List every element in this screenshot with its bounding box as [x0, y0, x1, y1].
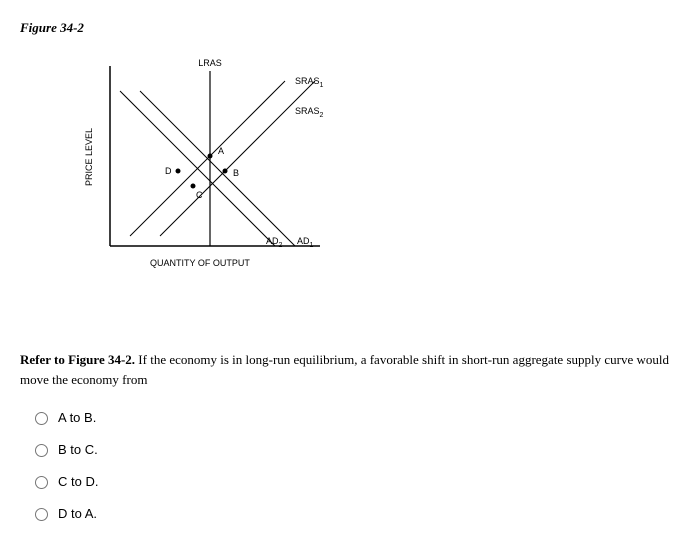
option-d-label: D to A.: [58, 506, 97, 521]
point-d-label: D: [165, 166, 172, 176]
point-b-label: B: [233, 168, 239, 178]
option-c[interactable]: C to D.: [30, 473, 674, 489]
point-d-dot: [176, 169, 181, 174]
ad2-label: AD2: [266, 236, 283, 249]
economics-chart: PRICE LEVEL LRAS SRAS1 SRAS2 AD1 AD2 A B…: [80, 56, 380, 286]
option-a-radio[interactable]: [35, 412, 48, 425]
question-prefix: Refer to Figure 34-2.: [20, 352, 135, 367]
option-c-radio[interactable]: [35, 476, 48, 489]
ad1-line: [140, 91, 295, 246]
option-d-radio[interactable]: [35, 508, 48, 521]
point-c-dot: [191, 184, 196, 189]
option-b-label: B to C.: [58, 442, 98, 457]
question-text: Refer to Figure 34-2. If the economy is …: [20, 350, 674, 389]
chart-container: PRICE LEVEL LRAS SRAS1 SRAS2 AD1 AD2 A B…: [80, 56, 674, 290]
option-b[interactable]: B to C.: [30, 441, 674, 457]
ad1-label: AD1: [297, 236, 314, 249]
sras2-line: [160, 81, 315, 236]
option-d[interactable]: D to A.: [30, 505, 674, 521]
options-group: A to B. B to C. C to D. D to A.: [30, 409, 674, 521]
option-c-label: C to D.: [58, 474, 98, 489]
figure-title: Figure 34-2: [20, 20, 674, 36]
point-a-label: A: [218, 146, 224, 156]
option-a[interactable]: A to B.: [30, 409, 674, 425]
y-axis-label: PRICE LEVEL: [84, 128, 94, 186]
option-b-radio[interactable]: [35, 444, 48, 457]
sras2-label: SRAS2: [295, 106, 324, 119]
point-b-dot: [223, 169, 228, 174]
point-a-dot: [208, 154, 213, 159]
x-axis-label: QUANTITY OF OUTPUT: [150, 258, 250, 268]
option-a-label: A to B.: [58, 410, 96, 425]
lras-label: LRAS: [198, 58, 222, 68]
point-c-label: C: [196, 190, 203, 200]
